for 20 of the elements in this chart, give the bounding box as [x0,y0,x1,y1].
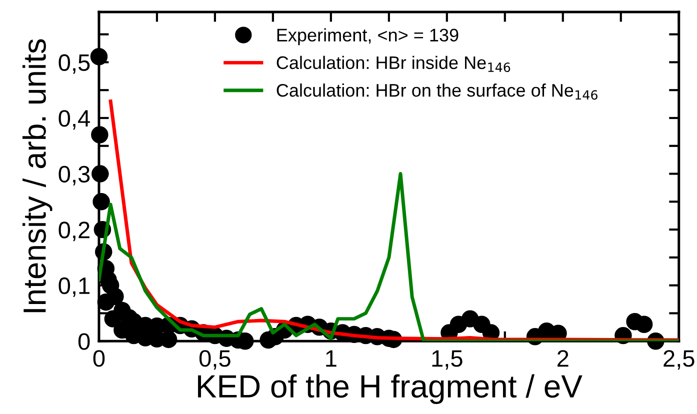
y-tick-label: 0,3 [58,166,90,186]
x-tick-label: 2,5 [664,350,694,370]
x-tick-label: 1,5 [432,350,462,370]
x-tick-label: 1 [326,350,336,367]
x-tick-label: 0,5 [199,350,230,370]
x-axis-title: KED of the H fragment / eV [198,374,582,404]
y-tick-label: 0,5 [58,54,90,74]
y-tick-label: 0,2 [58,222,90,242]
y-tick-label: 0,1 [58,277,90,297]
y-axis-title: Intensity / arb. units [22,39,52,312]
legend-label: Experiment, <n> = 139 [277,28,458,46]
x-tick-label: 2 [558,350,568,367]
y-tick-label: 0 [78,333,90,350]
legend-label: Calculation: HBr inside Ne$_{146}$ [276,56,510,72]
y-tick-label: 0,4 [58,110,90,130]
point [635,316,653,334]
point [104,310,122,328]
point [97,293,115,311]
x-tick-label: 0 [93,350,105,367]
legend-label: Calculation: HBr on the surface of Ne$_{146}$ [276,83,598,100]
